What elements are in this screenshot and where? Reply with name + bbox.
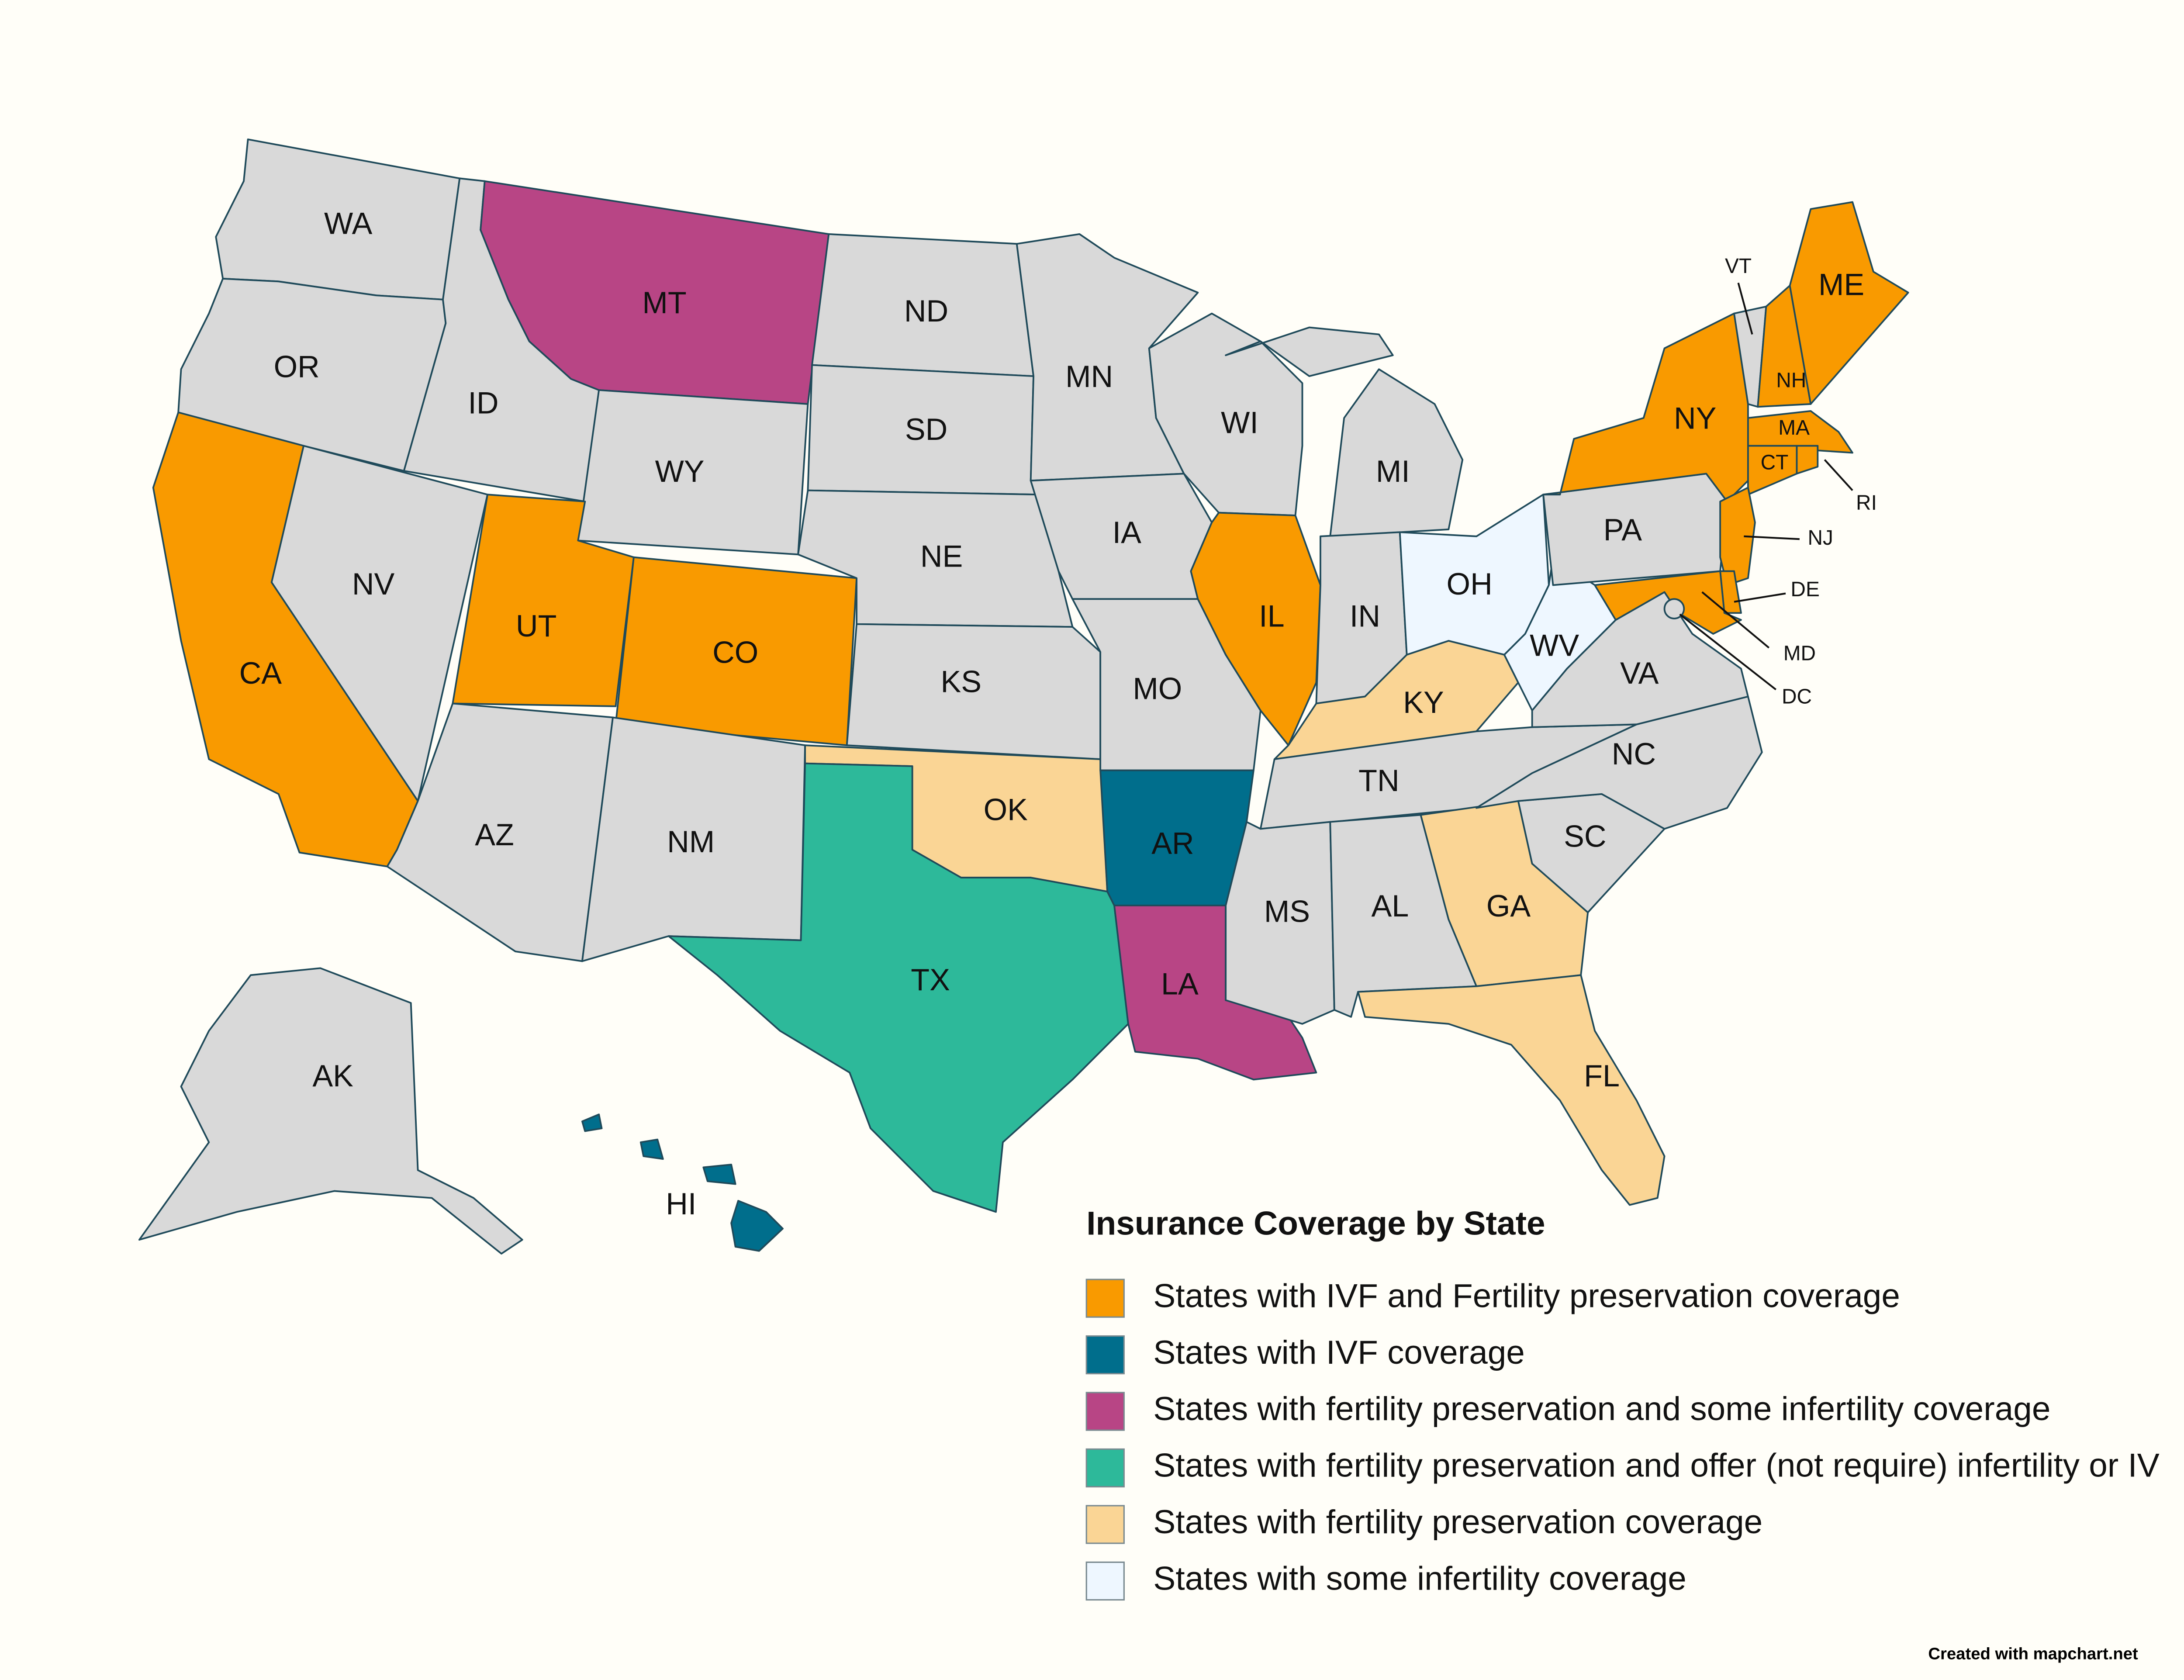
legend-title: Insurance Coverage by State <box>1086 1205 1545 1242</box>
legend-label: States with fertility preservation cover… <box>1153 1504 1762 1541</box>
credit: Created with mapchart.net <box>1928 1645 2138 1663</box>
state-shape <box>1476 695 1763 830</box>
state-label: OR <box>274 349 320 384</box>
legend-swatch <box>1085 1561 1125 1601</box>
state-label: AK <box>312 1058 353 1093</box>
legend-swatch <box>1085 1279 1125 1318</box>
state-label: GA <box>1486 888 1531 923</box>
state-shape <box>1747 410 1853 454</box>
state-label: NY <box>1674 401 1716 436</box>
legend-label: States with fertility preservation and s… <box>1153 1390 2050 1428</box>
state-shape <box>1542 312 1749 503</box>
state-label: MT <box>642 285 686 320</box>
legend-swatch <box>1085 1392 1125 1431</box>
state-label: PA <box>1603 512 1642 547</box>
state-label: NC <box>1612 736 1656 771</box>
state-label: VT <box>1725 255 1752 278</box>
state-label: OH <box>1447 567 1493 601</box>
state-label: SD <box>905 412 947 446</box>
state-label: CT <box>1761 451 1789 474</box>
state-label: IN <box>1350 599 1380 633</box>
state-label: FL <box>1584 1058 1620 1093</box>
state-label: NV <box>352 567 395 601</box>
state-label: OK <box>984 792 1028 827</box>
state-label: NJ <box>1807 526 1833 550</box>
state-label: ID <box>468 386 498 420</box>
legend-swatch <box>1085 1505 1125 1544</box>
state-label: ND <box>904 294 948 328</box>
callout-lines <box>1679 282 1853 691</box>
state-label: ME <box>1818 267 1864 302</box>
state-label: MN <box>1065 359 1113 394</box>
state-label: CA <box>239 656 282 690</box>
state-label: KS <box>940 664 981 698</box>
state-label: KY <box>1403 685 1444 719</box>
state-label: AL <box>1371 888 1409 923</box>
state-label: SC <box>1564 819 1606 853</box>
state-label: NH <box>1776 369 1806 392</box>
state-label: IL <box>1259 599 1285 633</box>
state-label: WV <box>1530 628 1579 662</box>
state-label: AZ <box>475 817 514 852</box>
state-label: AR <box>1151 826 1194 860</box>
state-label: WI <box>1221 405 1258 439</box>
state-label: DE <box>1790 578 1819 601</box>
state-shape <box>1789 201 1909 405</box>
state-label: WA <box>324 206 373 240</box>
state-label: TX <box>911 962 950 997</box>
state-shape <box>1357 974 1666 1206</box>
state-label: TN <box>1358 763 1400 798</box>
state-label: HI <box>666 1186 696 1221</box>
state-shape <box>1148 312 1303 516</box>
state-shape <box>1594 570 1742 635</box>
legend-label: States with IVF coverage <box>1153 1334 1525 1371</box>
state-label: DC <box>1782 685 1812 708</box>
state-label: IA <box>1113 515 1141 550</box>
state-label: LA <box>1161 966 1199 1001</box>
state-label: NE <box>920 539 963 573</box>
legend-label: States with fertility preservation and o… <box>1153 1447 2160 1484</box>
state-label: MI <box>1376 454 1410 488</box>
state-shape <box>581 1113 784 1252</box>
legend-swatch <box>1085 1335 1125 1375</box>
state-shape <box>1719 487 1756 586</box>
state-label: UT <box>516 608 557 643</box>
state-shape <box>138 967 523 1255</box>
state-label: MD <box>1783 642 1816 665</box>
state-shape <box>1663 598 1685 619</box>
state-shape <box>667 762 1129 1213</box>
state-label: MS <box>1264 894 1310 929</box>
state-label: MO <box>1133 671 1182 705</box>
state-shape <box>1796 445 1819 475</box>
state-label: VA <box>1620 656 1659 690</box>
state-label: NM <box>667 824 715 859</box>
legend-label: States with IVF and Fertility preservati… <box>1153 1277 1900 1314</box>
state-label: RI <box>1856 491 1877 515</box>
state-label: CO <box>712 635 758 669</box>
legend-swatch <box>1085 1448 1125 1488</box>
state-label: MA <box>1778 416 1810 439</box>
state-label: WY <box>655 454 705 488</box>
legend-label: States with some infertility coverage <box>1153 1560 1686 1597</box>
state-shape <box>1225 326 1464 537</box>
state-shape <box>1190 512 1321 747</box>
